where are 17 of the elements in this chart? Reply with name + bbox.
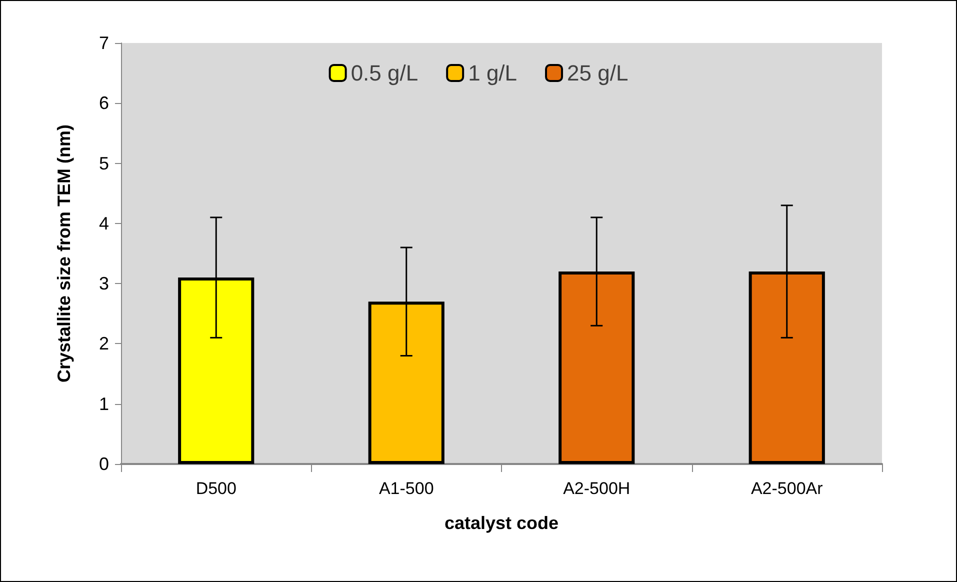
y-tick-label: 0 xyxy=(98,454,109,474)
legend-label: 0.5 g/L xyxy=(350,60,418,86)
x-tick-label: A1-500 xyxy=(378,479,434,498)
y-tick-label: 1 xyxy=(98,394,109,414)
legend-label: 1 g/L xyxy=(468,60,518,86)
y-tick-label: 7 xyxy=(98,33,109,53)
y-tick-label: 3 xyxy=(98,274,109,294)
y-tick-label: 4 xyxy=(98,213,109,234)
legend-label: 25 g/L xyxy=(567,60,628,86)
y-axis-title: Crystallite size from TEM (nm) xyxy=(54,124,74,383)
y-tick-label: 2 xyxy=(98,334,109,354)
x-axis-title: catalyst code xyxy=(444,513,559,533)
y-tick-label: 6 xyxy=(98,93,109,114)
y-tick-label: 5 xyxy=(98,153,109,174)
x-tick-label: A2-500H xyxy=(563,479,630,498)
x-tick-label: D500 xyxy=(196,479,236,498)
x-tick-label: A2-500Ar xyxy=(750,479,824,498)
